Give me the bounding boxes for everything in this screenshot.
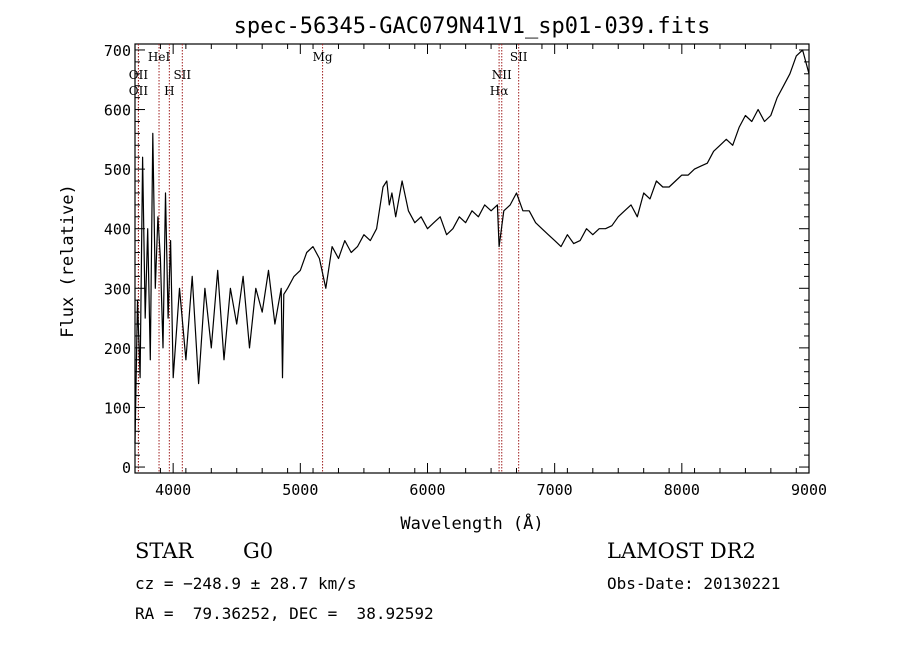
line-label: Hα [490,84,509,98]
x-tick-label: 5000 [282,481,318,499]
y-tick-label: 200 [104,340,131,358]
x-tick-label: 8000 [664,481,700,499]
spectrum-layer [134,49,810,444]
coordinates-text: RA = 79.36252, DEC = 38.92592 [135,604,434,623]
y-tick-label: 100 [104,399,131,417]
redshift-text: cz = −248.9 ± 28.7 km/s [135,574,357,593]
y-tick-label: 300 [104,280,131,298]
line-label: Mg [313,50,333,64]
axes: 4000 5000 6000 7000 8000 9000 0 100 200 300 400 500… [104,42,827,499]
line-label: SII [173,68,191,82]
plot-area [134,43,810,474]
line-label: OII [129,84,149,98]
x-tick-label: 4000 [155,481,191,499]
line-label: SII [510,50,528,64]
obs-date-text: Obs-Date: 20130221 [607,574,781,593]
x-axis-label: Wavelength (Å) [400,512,543,534]
y-tick-label: 500 [104,161,131,179]
line-label: NII [492,68,512,82]
x-tick-label: 9000 [791,481,827,499]
line-label: HeI [148,50,171,64]
y-tick-label: 0 [122,459,131,477]
y-tick-label: 700 [104,42,131,60]
y-axis-label: Flux (relative) [58,184,78,338]
x-tick-label: 6000 [409,481,445,499]
y-tick-label: 400 [104,221,131,239]
line-label: H [164,84,174,98]
chart-title: spec-56345-GAC079N41V1_sp01-039.fits [234,14,711,39]
object-class: STAR [135,539,194,563]
x-tick-label: 7000 [537,481,573,499]
plot-frame [134,43,810,474]
y-tick-label: 600 [104,102,131,120]
object-subclass: G0 [243,539,274,563]
spectrum-line [134,49,810,444]
survey-name: LAMOST DR2 [607,539,756,563]
